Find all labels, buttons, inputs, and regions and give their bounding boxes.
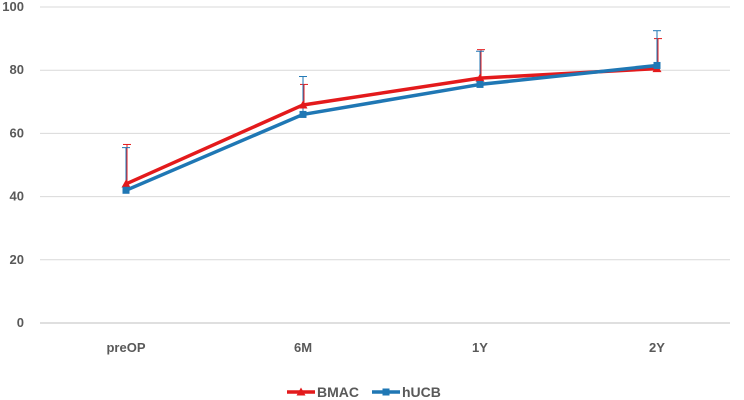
y-axis: 0 20 40 60 80 100: [2, 0, 24, 330]
error-bars: [122, 30, 662, 191]
y-tick-label: 80: [10, 62, 24, 77]
legend-marker-bmac: [296, 387, 306, 396]
legend: BMAC hUCB: [287, 384, 441, 400]
data-point-hucb: [299, 110, 307, 118]
x-tick-label: preOP: [106, 340, 145, 355]
x-tick-label: 6M: [294, 340, 312, 355]
series-line-bmac: [124, 66, 659, 186]
x-tick-label: 1Y: [472, 340, 488, 355]
data-point-bmac: [121, 179, 131, 188]
legend-label-hucb: hUCB: [402, 384, 441, 400]
legend-marker-hucb: [382, 388, 390, 396]
data-point-hucb: [653, 61, 661, 69]
x-axis: preOP 6M 1Y 2Y: [106, 340, 665, 355]
y-tick-label: 100: [2, 0, 24, 14]
series-line-hucb: [124, 63, 659, 193]
data-point-hucb: [476, 80, 484, 88]
y-tick-label: 0: [17, 315, 24, 330]
data-point-bmac: [298, 100, 308, 109]
x-tick-label: 2Y: [649, 340, 665, 355]
y-tick-label: 60: [10, 125, 24, 140]
legend-label-bmac: BMAC: [317, 384, 359, 400]
grid-lines: [40, 6, 730, 324]
series-lines: [121, 61, 662, 194]
y-tick-label: 40: [10, 189, 24, 204]
y-tick-label: 20: [10, 252, 24, 267]
data-point-hucb: [122, 186, 130, 194]
data-point-bmac: [475, 73, 485, 82]
